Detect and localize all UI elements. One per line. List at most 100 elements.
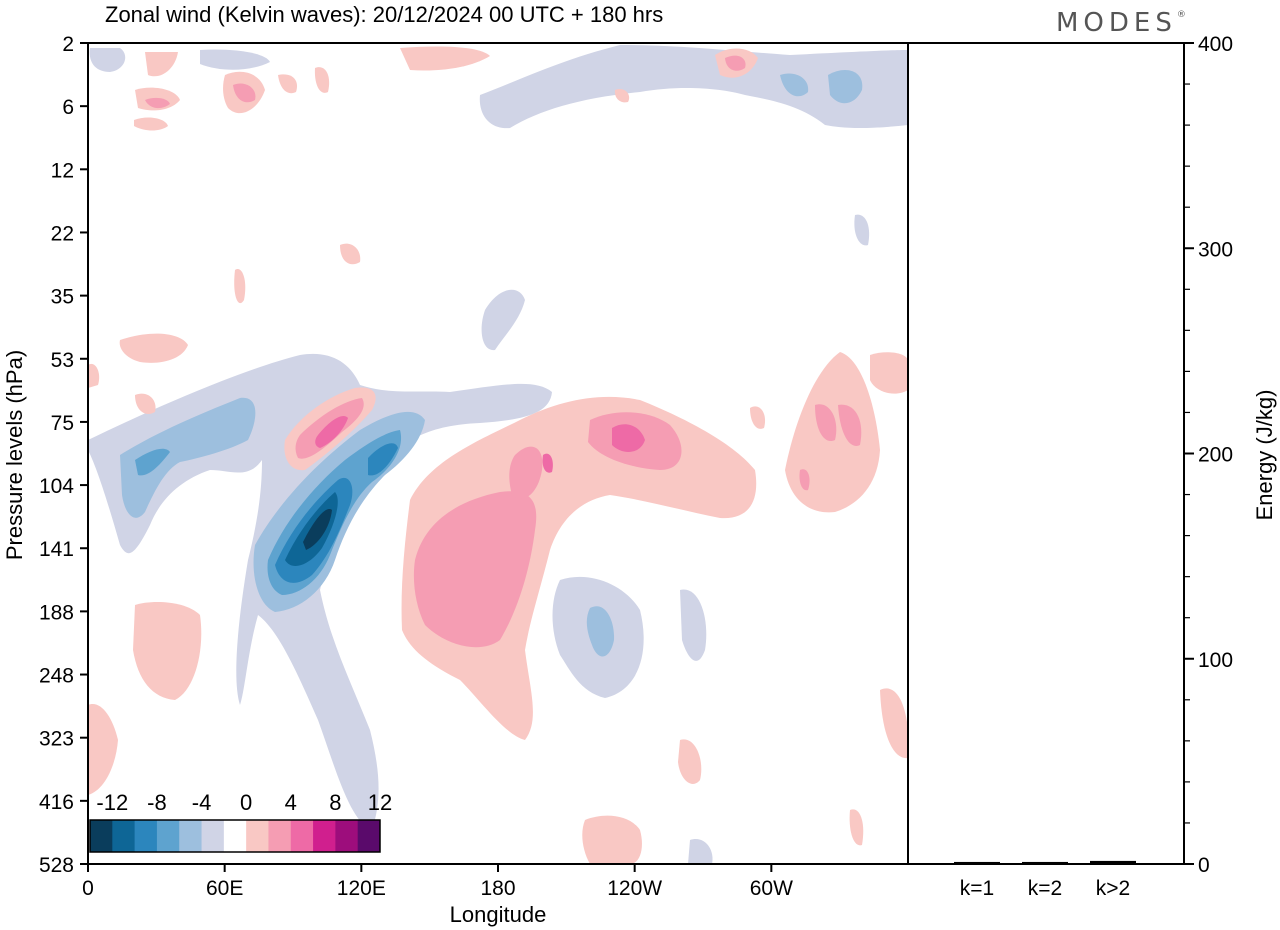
colorbar-swatch: [156, 820, 180, 852]
energy-category-label: k=1: [960, 877, 994, 900]
positive-region: [880, 688, 908, 759]
heatmap-x-axis-label: Longitude: [450, 902, 547, 927]
positive-region: [612, 424, 645, 452]
negative-region: [688, 839, 713, 864]
positive-region: [400, 46, 490, 71]
positive-region: [134, 117, 168, 131]
positive-region: [145, 52, 178, 77]
colorbar-swatch: [90, 820, 113, 852]
y-tick-label: 188: [39, 601, 74, 624]
y-tick-label: 22: [51, 222, 74, 245]
positive-region: [401, 396, 757, 740]
positive-region: [233, 83, 256, 103]
positive-region: [135, 393, 156, 415]
energy-bar: [954, 861, 1000, 864]
negative-region: [680, 589, 707, 661]
y-tick-label: 6: [62, 96, 74, 119]
colorbar-swatch: [313, 820, 336, 852]
positive-region: [725, 55, 746, 71]
y-tick-label: 75: [51, 412, 74, 435]
chart-title: Zonal wind (Kelvin waves): 20/12/2024 00…: [105, 2, 663, 27]
positive-region: [582, 815, 642, 864]
modes-logo: MODES®: [1056, 8, 1186, 38]
y-tick-label: 528: [39, 854, 74, 877]
x-tick-label: 120E: [337, 877, 386, 900]
y-tick-label: 248: [39, 665, 74, 688]
colorbar-swatch: [179, 820, 203, 852]
colorbar-label: 8: [329, 790, 341, 815]
positive-region: [413, 491, 537, 648]
positive-region: [815, 404, 837, 442]
y-tick-label: 141: [39, 538, 74, 561]
positive-region: [278, 74, 298, 94]
y-tick-label: 323: [39, 728, 74, 751]
energy-category-label: k=2: [1028, 877, 1062, 900]
x-tick-label: 0: [82, 877, 94, 900]
positive-region: [145, 97, 170, 109]
positive-region: [870, 352, 908, 394]
negative-region: [586, 606, 615, 657]
logo-text: MODES: [1056, 8, 1177, 38]
colorbar-frame: [89, 819, 381, 853]
negative-region: [828, 70, 863, 104]
colorbar-swatch: [112, 820, 136, 852]
positive-region: [799, 469, 810, 491]
negative-region: [200, 49, 270, 70]
negative-region: [88, 353, 552, 830]
positive-region: [133, 602, 202, 700]
y-tick-label: 416: [39, 791, 74, 814]
energy-tick-label: 0: [1198, 854, 1210, 877]
positive-region: [849, 809, 864, 846]
energy-y-ticks: 0 100 200 300 400: [1184, 33, 1233, 877]
negative-region: [481, 289, 525, 351]
positive-region: [838, 404, 862, 446]
positive-region: [88, 363, 100, 388]
negative-region: [479, 45, 908, 129]
energy-tick-label: 400: [1198, 33, 1233, 56]
colorbar-swatch: [290, 820, 314, 852]
energy-tick-label: 300: [1198, 238, 1233, 261]
colorbar-swatch: [268, 820, 292, 852]
energy-bar: [1090, 860, 1136, 864]
heatmap-x-ticks: 0 60E 120E 180 120W 60W: [82, 864, 793, 900]
colorbar-label: -12: [96, 790, 128, 815]
negative-region: [780, 73, 809, 97]
energy-panel-frame: [907, 42, 1185, 865]
positive-region: [315, 415, 348, 448]
positive-region: [119, 333, 188, 363]
contour-field: [88, 45, 908, 864]
y-tick-label: 35: [51, 286, 74, 309]
energy-category-label: k>2: [1096, 877, 1130, 900]
colorbar-label: 12: [368, 790, 392, 815]
colorbar-label: -8: [147, 790, 167, 815]
colorbar: -12 -8 -4 0 4 8 12: [89, 790, 392, 853]
negative-region: [120, 397, 256, 518]
positive-region: [678, 739, 702, 784]
energy-tick-label: 200: [1198, 444, 1233, 467]
negative-region: [89, 48, 126, 72]
positive-region: [750, 406, 766, 429]
x-tick-label: 60W: [750, 877, 793, 900]
x-tick-label: 120W: [607, 877, 662, 900]
energy-y-axis-label: Energy (J/kg): [1252, 390, 1277, 521]
energy-bar: [1022, 861, 1068, 864]
negative-region: [303, 509, 332, 550]
negative-region: [368, 443, 398, 476]
colorbar-swatch: [246, 820, 269, 852]
positive-region: [88, 704, 118, 795]
colorbar-swatch: [223, 820, 247, 852]
x-tick-label: 180: [480, 877, 515, 900]
colorbar-swatch: [335, 820, 359, 852]
colorbar-swatch: [201, 820, 225, 852]
positive-region: [340, 243, 361, 265]
energy-bars: k=1 k=2 k>2: [954, 860, 1136, 900]
positive-region: [234, 269, 246, 304]
y-tick-label: 12: [51, 159, 74, 182]
colorbar-label: 4: [285, 790, 297, 815]
negative-region: [854, 214, 870, 246]
colorbar-swatch: [134, 820, 158, 852]
positive-region: [509, 446, 543, 499]
x-tick-label: 60E: [206, 877, 243, 900]
heatmap-y-axis-label: Pressure levels (hPa): [2, 350, 27, 560]
colorbar-label: 0: [240, 790, 252, 815]
